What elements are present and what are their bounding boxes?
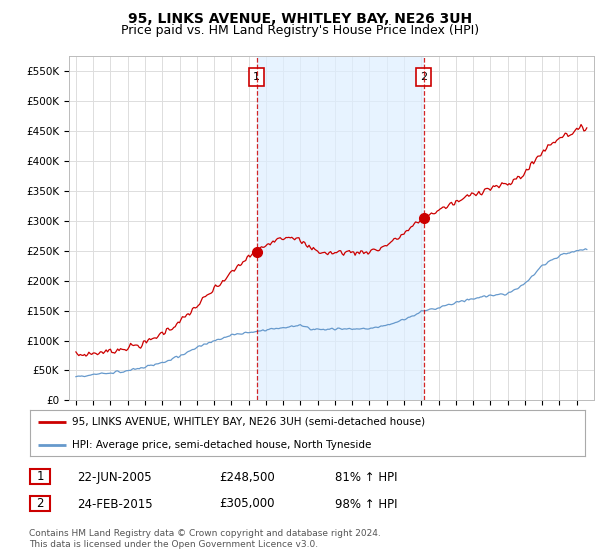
Text: 2: 2 xyxy=(420,72,427,82)
Text: 98% ↑ HPI: 98% ↑ HPI xyxy=(335,497,397,511)
Text: 1: 1 xyxy=(37,470,44,483)
Text: 95, LINKS AVENUE, WHITLEY BAY, NE26 3UH (semi-detached house): 95, LINKS AVENUE, WHITLEY BAY, NE26 3UH … xyxy=(71,417,425,427)
Text: £248,500: £248,500 xyxy=(219,470,275,484)
Text: Price paid vs. HM Land Registry's House Price Index (HPI): Price paid vs. HM Land Registry's House … xyxy=(121,24,479,37)
Text: 81% ↑ HPI: 81% ↑ HPI xyxy=(335,470,397,484)
Text: £305,000: £305,000 xyxy=(219,497,275,511)
Text: 2: 2 xyxy=(37,497,44,510)
Text: 1: 1 xyxy=(253,72,260,82)
Text: HPI: Average price, semi-detached house, North Tyneside: HPI: Average price, semi-detached house,… xyxy=(71,440,371,450)
Bar xyxy=(257,56,424,400)
Text: 22-JUN-2005: 22-JUN-2005 xyxy=(77,470,151,484)
FancyBboxPatch shape xyxy=(30,469,50,484)
Text: 95, LINKS AVENUE, WHITLEY BAY, NE26 3UH: 95, LINKS AVENUE, WHITLEY BAY, NE26 3UH xyxy=(128,12,472,26)
Text: 24-FEB-2015: 24-FEB-2015 xyxy=(77,497,152,511)
Text: Contains HM Land Registry data © Crown copyright and database right 2024.
This d: Contains HM Land Registry data © Crown c… xyxy=(29,529,380,549)
FancyBboxPatch shape xyxy=(30,496,50,511)
